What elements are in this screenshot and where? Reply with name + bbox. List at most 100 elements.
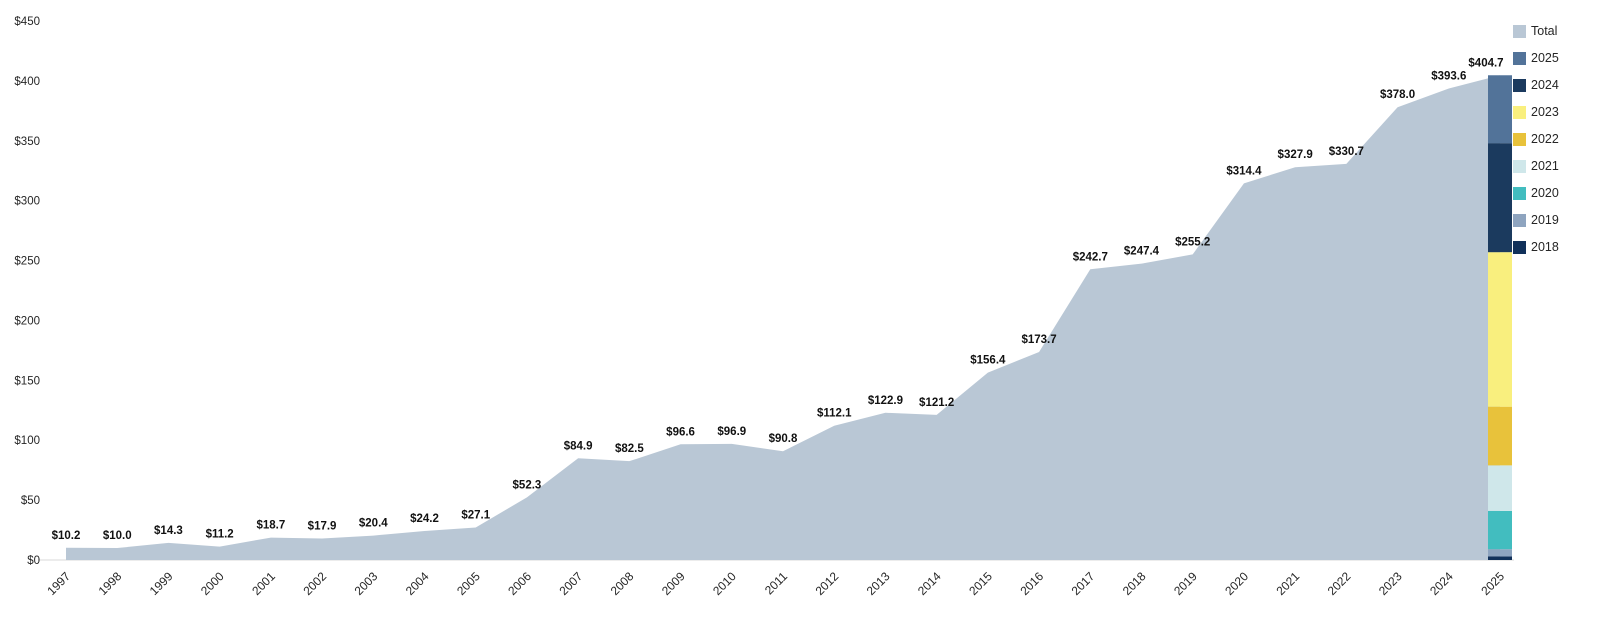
legend-swatch [1513, 213, 1526, 227]
x-axis-tick-label: 2020 [1222, 569, 1251, 598]
x-axis-tick-label: 2004 [403, 569, 432, 598]
x-axis-tick-label: 2012 [813, 569, 842, 598]
x-axis-tick-label: 2017 [1069, 569, 1098, 598]
x-axis-tick-label: 2008 [608, 569, 637, 598]
legend-item-2021: 2021 [1513, 157, 1559, 175]
data-label-2015: $156.4 [970, 355, 1006, 367]
stacked-bar-segment-2025 [1488, 75, 1512, 144]
data-label-2019: $255.2 [1175, 236, 1210, 248]
x-axis-tick-label: 2007 [556, 569, 585, 598]
y-axis-tick-label: $50 [21, 495, 40, 507]
stacked-bar-segment-2021 [1488, 465, 1512, 511]
legend-swatch [1513, 78, 1526, 92]
x-axis-tick-label: 2000 [198, 569, 227, 598]
x-axis-tick-label: 2016 [1017, 569, 1046, 598]
y-axis-tick-label: $400 [14, 76, 40, 88]
x-axis-tick-label: 2005 [454, 569, 483, 598]
stacked-bar-segment-2020 [1488, 510, 1512, 550]
stacked-bar-segment-2018 [1488, 556, 1512, 560]
data-label-2022: $330.7 [1329, 146, 1364, 158]
data-label-2008: $82.5 [615, 443, 644, 455]
x-axis-tick-label: 2024 [1427, 569, 1456, 598]
stacked-bar-segment-2019 [1488, 549, 1512, 557]
legend-label: 2020 [1531, 185, 1559, 200]
legend-swatch [1513, 24, 1526, 38]
data-label-2021: $327.9 [1278, 149, 1313, 161]
y-axis-tick-label: $350 [14, 136, 40, 148]
y-axis-tick-label: $150 [14, 375, 40, 387]
legend-item-2022: 2022 [1513, 130, 1559, 148]
x-axis-tick-label: 2011 [762, 569, 790, 597]
data-label-2000: $11.2 [206, 529, 234, 541]
legend-label: 2019 [1531, 212, 1559, 227]
x-axis-tick-label: 2018 [1120, 569, 1149, 598]
data-label-2010: $96.9 [717, 426, 746, 438]
x-axis-tick-label: 2022 [1325, 569, 1354, 598]
x-axis-tick-label: 1997 [44, 569, 73, 598]
data-label-1999: $14.3 [154, 525, 183, 537]
data-label-2006: $52.3 [513, 479, 542, 491]
x-axis-tick-label: 2025 [1478, 569, 1507, 598]
legend-swatch [1513, 105, 1526, 119]
x-axis-tick-label: 2009 [659, 569, 688, 598]
data-label-2002: $17.9 [308, 521, 337, 533]
x-axis-tick-label: 2019 [1171, 569, 1200, 598]
stacked-bar-segment-2024 [1488, 143, 1512, 253]
x-axis-tick-label: 2015 [966, 569, 995, 598]
data-label-2017: $242.7 [1073, 251, 1108, 263]
total-area-series [66, 75, 1500, 560]
legend-item-2018: 2018 [1513, 238, 1559, 256]
x-axis-tick-label: 2006 [505, 569, 534, 598]
data-label-2005: $27.1 [461, 510, 490, 522]
legend-swatch [1513, 240, 1526, 254]
data-label-2018: $247.4 [1124, 246, 1160, 258]
x-axis-tick-label: 1998 [96, 569, 125, 598]
legend-label: 2021 [1531, 158, 1559, 173]
chart-legend: Total 2025 2024 2023 2022 2021 2020 2019 2018 [1513, 22, 1559, 256]
x-axis-tick-label: 2001 [249, 569, 278, 598]
legend-swatch [1513, 132, 1526, 146]
x-axis-tick-label: 1999 [147, 569, 176, 598]
x-axis-tick-label: 2023 [1376, 569, 1405, 598]
data-label-2014: $121.2 [919, 397, 954, 409]
y-axis-tick-label: $450 [14, 16, 40, 28]
data-label-2016: $173.7 [1021, 334, 1056, 346]
legend-item-2020: 2020 [1513, 184, 1559, 202]
data-label-2025: $404.7 [1468, 57, 1503, 69]
x-axis-tick-label: 2010 [710, 569, 739, 598]
legend-swatch [1513, 159, 1526, 173]
x-axis-tick-label: 2021 [1273, 569, 1302, 598]
y-axis-tick-label: $100 [14, 435, 40, 447]
legend-item-2023: 2023 [1513, 103, 1559, 121]
data-label-2009: $96.6 [666, 426, 695, 438]
data-label-2024: $393.6 [1431, 71, 1466, 83]
legend-item-2024: 2024 [1513, 76, 1559, 94]
x-axis-tick-label: 2002 [300, 569, 329, 598]
legend-item-2025: 2025 [1513, 49, 1559, 67]
legend-label: 2023 [1531, 104, 1559, 119]
data-label-2023: $378.0 [1380, 89, 1415, 101]
data-label-2003: $20.4 [359, 518, 388, 530]
data-label-1997: $10.2 [52, 530, 81, 542]
legend-swatch [1513, 51, 1526, 65]
legend-label: Total [1531, 23, 1558, 38]
data-label-2012: $112.1 [817, 408, 852, 420]
y-axis-tick-label: $200 [14, 315, 40, 327]
stacked-bar-segment-2023 [1488, 252, 1512, 407]
data-label-1998: $10.0 [103, 530, 132, 542]
legend-item-total: Total [1513, 22, 1559, 40]
y-axis-tick-label: $250 [14, 256, 40, 268]
legend-item-2019: 2019 [1513, 211, 1559, 229]
x-axis-tick-label: 2014 [915, 569, 944, 598]
x-axis-tick-label: 2003 [352, 569, 381, 598]
legend-label: 2025 [1531, 50, 1559, 65]
y-axis-tick-label: $0 [27, 555, 40, 567]
data-label-2007: $84.9 [564, 440, 593, 452]
data-label-2013: $122.9 [868, 395, 903, 407]
legend-label: 2024 [1531, 77, 1559, 92]
stacked-bar-segment-2022 [1488, 406, 1512, 466]
legend-label: 2018 [1531, 239, 1559, 254]
y-axis-tick-label: $300 [14, 196, 40, 208]
data-label-2004: $24.2 [410, 513, 439, 525]
